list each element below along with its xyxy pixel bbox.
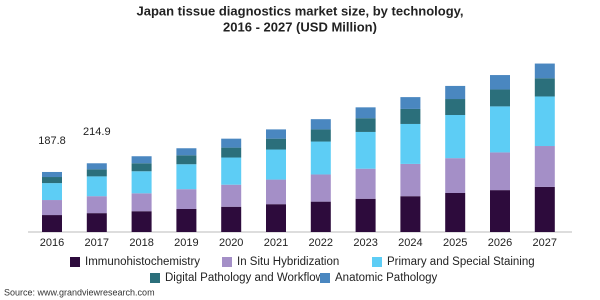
legend-swatch xyxy=(372,257,382,267)
x-tick-label: 2019 xyxy=(174,237,198,249)
bar-segment xyxy=(534,146,555,187)
legend-swatch xyxy=(320,273,330,283)
bar-segment xyxy=(176,164,197,190)
legend-label: Digital Pathology and Workflow xyxy=(165,272,325,284)
bar-segment xyxy=(86,176,107,197)
total-label: 214.9 xyxy=(83,126,111,138)
bar-segment xyxy=(131,163,152,172)
bar-segment xyxy=(86,163,107,170)
bar-segment xyxy=(490,152,510,191)
x-tick-label: 2025 xyxy=(443,237,467,249)
bar-segment xyxy=(176,208,197,232)
bar-segment xyxy=(445,193,466,232)
bar-segment xyxy=(131,193,152,212)
x-tick-label: 2026 xyxy=(488,237,512,249)
bar-segment xyxy=(131,171,152,194)
bar-segment xyxy=(355,131,376,169)
x-tick-label: 2021 xyxy=(264,237,288,249)
legend-swatch xyxy=(222,257,232,267)
bar-segment xyxy=(445,99,466,116)
bar-segment xyxy=(490,89,510,107)
bar-segment xyxy=(266,204,286,232)
bar-segment xyxy=(355,118,376,132)
bar-segment xyxy=(534,96,555,147)
bar-segment xyxy=(86,169,107,177)
bar-segment xyxy=(534,63,555,79)
x-tick-label: 2023 xyxy=(353,237,377,249)
chart-subtitle: 2016 - 2027 (USD Million) xyxy=(223,19,377,34)
total-label: 187.8 xyxy=(38,135,66,147)
bar-segment xyxy=(490,75,510,90)
bar-segment xyxy=(176,148,197,156)
legend-label: Primary and Special Staining xyxy=(387,256,535,268)
bar-segment xyxy=(221,147,242,158)
bar-segment xyxy=(42,177,62,184)
x-tick-label: 2018 xyxy=(129,237,153,249)
bar-segment xyxy=(266,179,286,205)
bar-segment xyxy=(42,200,62,216)
bar-segment xyxy=(42,215,62,232)
bar-segment xyxy=(86,213,107,232)
bar-segment xyxy=(221,184,242,207)
bar-segment xyxy=(400,196,421,232)
bar-segment xyxy=(355,168,376,199)
bar-segment xyxy=(42,171,62,178)
chart-title: Japan tissue diagnostics market size, by… xyxy=(136,3,463,18)
bar-segment xyxy=(42,183,62,201)
bar-segment xyxy=(355,198,376,232)
bar-segment xyxy=(534,78,555,97)
x-tick-label: 2024 xyxy=(398,237,422,249)
legend-label: Anatomic Pathology xyxy=(335,272,438,284)
bar-segment xyxy=(355,107,376,119)
legend-label: Immunohistochemistry xyxy=(85,256,200,268)
x-tick-label: 2027 xyxy=(533,237,557,249)
bar-segment xyxy=(310,129,331,142)
bar-segment xyxy=(310,201,331,232)
x-tick-label: 2017 xyxy=(85,237,109,249)
x-tick-label: 2016 xyxy=(40,237,64,249)
source: Source: www.grandviewresearch.com xyxy=(4,287,155,297)
bar-segment xyxy=(131,211,152,232)
bar-segment xyxy=(490,106,510,153)
bar-segment xyxy=(310,174,331,202)
bar-segment xyxy=(221,206,242,232)
bar-segment xyxy=(445,115,466,159)
bar-segment xyxy=(490,190,510,232)
bar-segment xyxy=(266,149,286,180)
bar-segment xyxy=(176,155,197,165)
bar-segment xyxy=(131,156,152,164)
bar-segment xyxy=(310,141,331,175)
bar-segment xyxy=(445,85,466,100)
bar-segment xyxy=(86,196,107,214)
legend-label: In Situ Hybridization xyxy=(237,256,339,268)
bar-segment xyxy=(176,189,197,209)
x-tick-label: 2020 xyxy=(219,237,243,249)
bar-segment xyxy=(400,123,421,164)
bar-segment xyxy=(266,129,286,139)
bar-segment xyxy=(534,186,555,232)
legend-swatch xyxy=(70,257,80,267)
bar-segment xyxy=(310,119,331,130)
bar-segment xyxy=(400,108,421,124)
legend-swatch xyxy=(150,273,160,283)
bar-segment xyxy=(400,163,421,197)
bar-segment xyxy=(400,97,421,109)
bar-segment xyxy=(445,158,466,194)
x-tick-label: 2022 xyxy=(309,237,333,249)
bar-segment xyxy=(266,138,286,150)
bar-segment xyxy=(221,138,242,148)
bar-segment xyxy=(221,157,242,185)
